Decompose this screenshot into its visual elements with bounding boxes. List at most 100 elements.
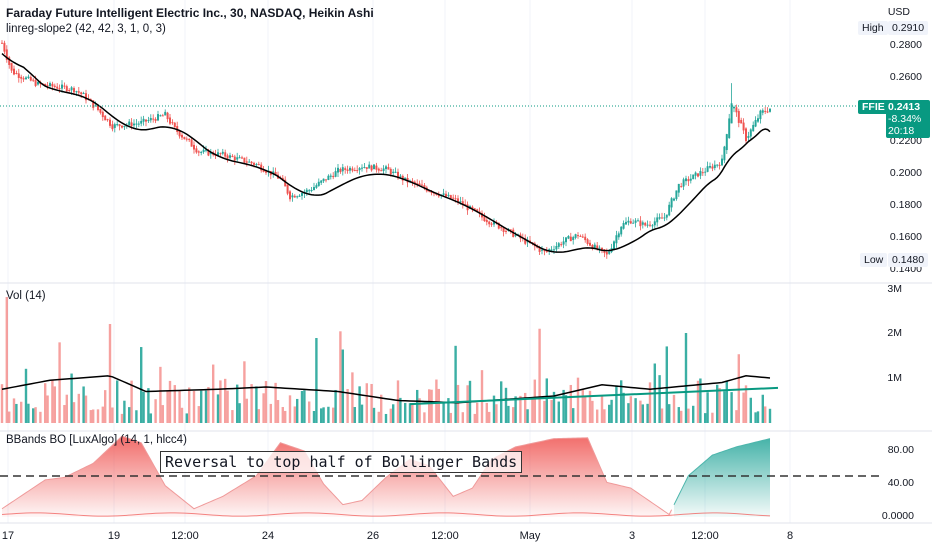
annotation-box[interactable]: Reversal to top half of Bollinger Bands bbox=[160, 451, 523, 473]
candle-body bbox=[70, 87, 73, 91]
candle-body bbox=[687, 179, 690, 182]
volume-bar bbox=[284, 410, 287, 423]
candle-body bbox=[754, 119, 757, 127]
price-tick: 0.1600 bbox=[889, 231, 922, 243]
symbol-tag: FFIE bbox=[858, 100, 889, 114]
candle-body bbox=[757, 118, 759, 122]
candle-body bbox=[368, 164, 371, 169]
volume-bar bbox=[320, 408, 323, 423]
candle-body bbox=[605, 251, 608, 255]
volume-bar bbox=[334, 389, 337, 423]
candle-body bbox=[721, 158, 723, 166]
candle-body bbox=[373, 164, 375, 170]
candle-body bbox=[339, 168, 342, 173]
volume-bar bbox=[418, 398, 421, 423]
candle-body bbox=[200, 151, 203, 153]
candle-body bbox=[656, 217, 659, 223]
candle-body bbox=[173, 122, 176, 128]
candle-body bbox=[121, 125, 123, 128]
time-tick: May bbox=[519, 530, 541, 542]
candle-body bbox=[188, 138, 191, 141]
candle-body bbox=[740, 119, 743, 124]
volume-bar bbox=[668, 404, 671, 423]
indicator-bbands-label[interactable]: BBands BO [LuxAlgo] (14, 1, hlcc4) bbox=[6, 434, 187, 446]
volume-bar bbox=[411, 403, 414, 423]
candle-body bbox=[329, 175, 332, 177]
volume-bar bbox=[449, 412, 452, 423]
volume-bar bbox=[58, 342, 61, 423]
candle-body bbox=[632, 222, 635, 224]
time-tick: 3 bbox=[628, 530, 636, 542]
volume-bar bbox=[627, 403, 630, 423]
candle-body bbox=[255, 163, 258, 165]
candle-body bbox=[27, 76, 30, 78]
volume-bar bbox=[370, 383, 373, 423]
candle-body bbox=[236, 157, 239, 160]
volume-bar bbox=[764, 406, 767, 423]
candle-body bbox=[142, 118, 145, 122]
volume-bar bbox=[262, 393, 265, 423]
candle-body bbox=[224, 152, 227, 157]
volume-bar bbox=[377, 411, 380, 423]
high-tag: High bbox=[858, 21, 888, 35]
indicator-volume-label[interactable]: Vol (14) bbox=[6, 290, 46, 302]
volume-trendline bbox=[409, 386, 779, 406]
linreg-line bbox=[1, 52, 771, 253]
candle-body bbox=[116, 124, 119, 126]
candle-body bbox=[627, 220, 630, 223]
bb-bullish-area bbox=[674, 438, 770, 517]
candle-body bbox=[284, 179, 287, 187]
volume-bar bbox=[166, 390, 169, 423]
candle-body bbox=[692, 174, 695, 180]
candle-body bbox=[334, 171, 337, 177]
candle-body bbox=[243, 157, 246, 163]
candle-body bbox=[752, 124, 755, 132]
candle-body bbox=[682, 179, 685, 187]
candle-body bbox=[310, 189, 313, 191]
candle-body bbox=[313, 187, 315, 191]
volume-bar bbox=[140, 347, 143, 423]
candle-body bbox=[231, 155, 234, 157]
candle-body bbox=[128, 121, 131, 126]
candle-body bbox=[358, 168, 361, 171]
chart-title: Faraday Future Intelligent Electric Inc.… bbox=[6, 6, 374, 20]
volume-avg-path bbox=[1, 374, 771, 404]
candle-body bbox=[241, 157, 243, 159]
candle-body bbox=[149, 117, 152, 121]
volume-bar bbox=[660, 408, 664, 423]
volume-bar bbox=[216, 394, 220, 423]
candle-body bbox=[689, 178, 692, 181]
candle-body bbox=[553, 249, 555, 251]
candle-body bbox=[701, 172, 704, 174]
candle-body bbox=[514, 235, 517, 237]
volume-bar bbox=[480, 370, 484, 423]
indicator-linreg-label[interactable]: linreg-slope2 (42, 42, 3, 1, 0, 3) bbox=[6, 23, 166, 35]
volume-bar bbox=[312, 411, 316, 423]
candle-body bbox=[761, 110, 764, 113]
candle-body bbox=[711, 166, 714, 169]
volume-bar bbox=[15, 403, 18, 423]
candle-body bbox=[416, 183, 419, 185]
volume-bar bbox=[159, 366, 162, 423]
volume-bar bbox=[507, 405, 510, 423]
candle-body bbox=[68, 90, 71, 92]
candle-body bbox=[101, 111, 104, 118]
volume-bar bbox=[339, 331, 342, 423]
candle-body bbox=[106, 119, 109, 121]
volume-bar bbox=[768, 408, 772, 423]
candle-body bbox=[169, 117, 171, 124]
volume-bar bbox=[761, 394, 764, 423]
volume-bar bbox=[360, 404, 364, 423]
volume-bar bbox=[255, 386, 258, 423]
volume-bar bbox=[485, 402, 488, 423]
candle-body bbox=[430, 191, 433, 194]
grid-lines bbox=[7, 0, 791, 523]
volume-bar bbox=[543, 400, 546, 423]
candle-body bbox=[97, 105, 99, 111]
time-tick: 24 bbox=[261, 530, 275, 542]
candle-body bbox=[769, 108, 771, 112]
volume-bar bbox=[296, 398, 299, 423]
volume-bar bbox=[303, 390, 306, 423]
candle-body bbox=[63, 85, 66, 87]
